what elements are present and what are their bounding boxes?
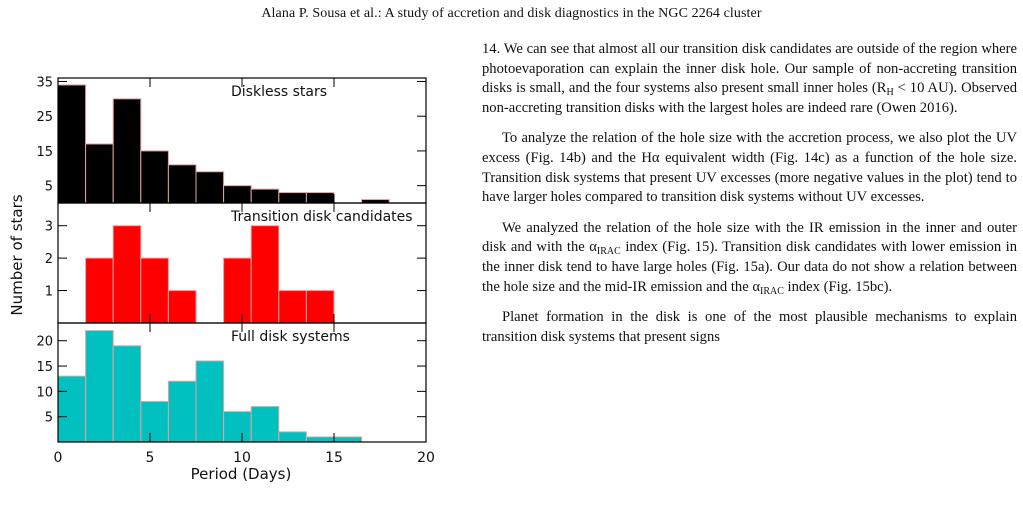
- text-column: 14. We can see that almost all our trans…: [482, 40, 1017, 358]
- histogram-bar: [250, 225, 280, 324]
- histogram-bar: [85, 257, 114, 324]
- paragraph-4: Planet formation in the disk is one of t…: [482, 309, 1017, 345]
- histogram-bar: [223, 185, 252, 204]
- y-tick-label: 5: [45, 411, 53, 426]
- histogram-bar: [278, 192, 307, 204]
- histogram-bar: [305, 192, 335, 204]
- x-tick-label: 10: [233, 450, 251, 466]
- histogram-bar: [195, 171, 225, 204]
- histogram-bar: [278, 290, 307, 324]
- y-tick-label: 25: [36, 110, 53, 125]
- y-tick-label: 15: [36, 360, 53, 375]
- y-tick-label: 2: [45, 252, 53, 267]
- y-tick-label: 20: [36, 335, 53, 350]
- y-tick-label: 35: [36, 75, 53, 90]
- histogram-bar: [112, 345, 142, 443]
- y-axis-label: Number of stars: [8, 194, 26, 315]
- y-tick-label: 15: [36, 145, 53, 160]
- histogram-svg: 5 15 25 35 Diskless stars 1 2 3 Transition disk …: [8, 75, 435, 483]
- y-tick-label: 3: [45, 220, 53, 235]
- histogram-bar: [140, 150, 169, 204]
- x-tick-label: 20: [417, 450, 435, 466]
- histogram-bar: [85, 330, 114, 443]
- paragraph-1: 14. We can see that almost all our trans…: [482, 41, 1018, 116]
- histogram-bar: [250, 406, 280, 443]
- histogram-bar: [112, 225, 142, 324]
- histogram-bar: [167, 380, 197, 443]
- x-tick-label: 15: [325, 450, 343, 466]
- histogram-bar: [223, 257, 252, 324]
- panel-title: Full disk systems: [231, 329, 350, 345]
- histogram-bar: [223, 411, 252, 443]
- panel-1-bars: [57, 84, 390, 204]
- x-axis-label: Period (Days): [191, 465, 292, 483]
- running-header: Alana P. Sousa et al.: A study of accret…: [261, 6, 762, 21]
- histogram-bar: [140, 257, 169, 324]
- y-tick-label: 10: [36, 385, 53, 400]
- histogram-bar: [305, 290, 335, 324]
- panel-2-bars: [85, 225, 335, 324]
- histogram-bar: [305, 436, 335, 443]
- histogram-bar: [167, 290, 197, 324]
- period-histogram-figure: 5 15 25 35 Diskless stars 1 2 3 Transition disk …: [0, 70, 470, 500]
- panel-title: Transition disk candidates: [230, 209, 413, 225]
- histogram-bar: [57, 84, 87, 204]
- y-tick-label: 1: [45, 285, 53, 300]
- panel-title: Diskless stars: [231, 84, 327, 100]
- histogram-bar: [140, 400, 169, 443]
- x-tick-label: 0: [54, 450, 63, 466]
- paragraph-2: To analyze the relation of the hole size…: [482, 130, 1017, 206]
- panel-3-bars: [57, 330, 363, 443]
- x-tick-label: 5: [146, 450, 155, 466]
- histogram-bar: [85, 143, 114, 204]
- histogram-bar: [195, 360, 225, 443]
- histogram-bar: [250, 188, 280, 204]
- histogram-bar: [278, 431, 307, 443]
- histogram-bar: [57, 375, 87, 443]
- histogram-bar: [167, 164, 197, 204]
- paragraph-3: We analyzed the relation of the hole siz…: [482, 219, 1017, 297]
- y-tick-label: 5: [45, 180, 53, 195]
- histogram-bar: [333, 436, 363, 443]
- histogram-bar: [112, 98, 142, 204]
